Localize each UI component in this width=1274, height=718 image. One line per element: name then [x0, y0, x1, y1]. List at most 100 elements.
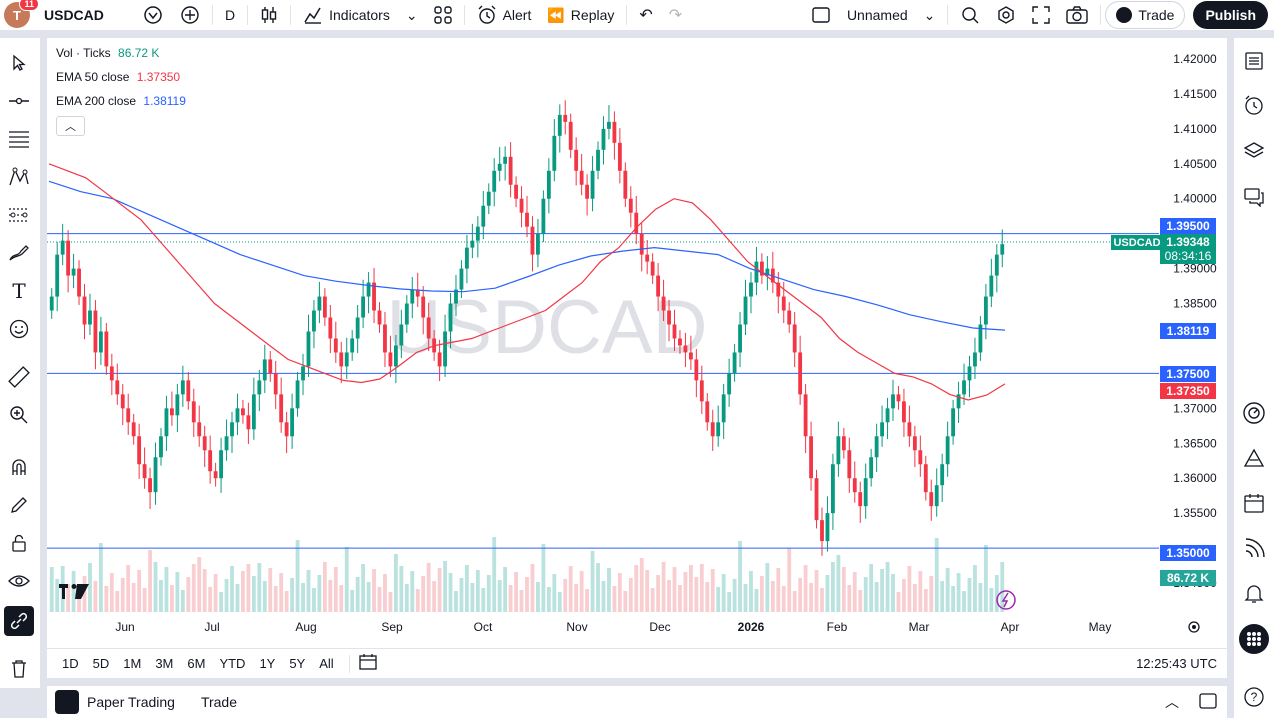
- cursor-arrow-icon[interactable]: [4, 48, 34, 78]
- volume-bar: [546, 587, 551, 612]
- publish-button[interactable]: Publish: [1193, 1, 1268, 29]
- legend-ema200[interactable]: EMA 200 close 1.38119: [56, 94, 186, 108]
- candle-body: [137, 436, 142, 465]
- redo-icon[interactable]: ↷: [668, 7, 683, 24]
- tf-3m[interactable]: 3M: [155, 656, 174, 671]
- brush-icon[interactable]: [4, 238, 34, 268]
- volume-bar: [486, 575, 491, 612]
- volume-bar: [142, 588, 147, 612]
- emoji-smile-icon[interactable]: [4, 314, 34, 344]
- paper-trading-label[interactable]: Paper Trading: [87, 694, 175, 710]
- tf-1y[interactable]: 1Y: [259, 656, 276, 671]
- candle-body: [350, 338, 355, 353]
- ruler-measure-icon[interactable]: [4, 362, 34, 392]
- candle-body: [328, 317, 333, 339]
- speedometer-icon[interactable]: [1239, 398, 1269, 428]
- fullscreen-icon[interactable]: [1024, 0, 1058, 30]
- volume-bar: [530, 564, 535, 612]
- candle-body: [126, 408, 131, 423]
- camera-snapshot-icon[interactable]: [1058, 0, 1096, 30]
- indicators-button[interactable]: Indicators ⌄: [295, 0, 425, 30]
- tf-all[interactable]: All: [319, 656, 334, 671]
- volume-bar: [497, 580, 502, 612]
- candle-body: [164, 408, 169, 437]
- user-avatar[interactable]: T 11: [4, 0, 39, 28]
- layout-button[interactable]: Unnamed ⌄: [803, 0, 943, 30]
- notification-bell-icon[interactable]: [1239, 578, 1269, 608]
- tf-5d[interactable]: 5D: [92, 656, 110, 671]
- apps-grid-icon[interactable]: [1239, 624, 1269, 654]
- volume-bar: [224, 579, 229, 612]
- interval-button[interactable]: D: [225, 7, 236, 23]
- candle-body: [967, 366, 972, 381]
- text-tool-icon[interactable]: T: [12, 279, 26, 303]
- padlock-icon[interactable]: [4, 528, 34, 558]
- broadcast-signal-icon[interactable]: [1239, 534, 1269, 564]
- tf-6m[interactable]: 6M: [187, 656, 206, 671]
- chat-bubbles-icon[interactable]: [1239, 182, 1269, 212]
- ideas-triangle-icon[interactable]: [1239, 443, 1269, 473]
- trend-line-icon[interactable]: [4, 86, 34, 116]
- volume-bar: [115, 591, 120, 612]
- chart-type-candles-icon[interactable]: [252, 0, 286, 30]
- compare-add-icon[interactable]: [172, 0, 208, 30]
- symbol-search[interactable]: USDCAD: [44, 7, 104, 23]
- volume-bar: [705, 582, 710, 612]
- settings-gear-icon[interactable]: [988, 0, 1024, 30]
- tf-1d[interactable]: 1D: [62, 656, 79, 671]
- quick-search-icon[interactable]: [952, 0, 988, 30]
- candle-body: [678, 338, 682, 346]
- volume-bar: [443, 561, 447, 612]
- legend-collapse-button[interactable]: ︿: [56, 116, 85, 136]
- date-range-calendar-icon[interactable]: [358, 653, 378, 674]
- volume-bar: [339, 585, 344, 612]
- volume-bar: [623, 591, 628, 612]
- chart-pane[interactable]: USDCAD 1.42000 1.41500 1.41000 1.40500 1.400…: [47, 38, 1227, 678]
- notification-badge: 11: [19, 0, 39, 11]
- lightning-event-icon[interactable]: [996, 590, 1016, 610]
- candle-body: [191, 401, 196, 423]
- layers-icon[interactable]: [1239, 136, 1269, 166]
- time-tick-label: Jun: [115, 620, 134, 634]
- trade-tab[interactable]: Trade: [200, 694, 238, 710]
- candle-body: [71, 268, 76, 276]
- symbol-info-icon[interactable]: [134, 0, 172, 30]
- axis-settings-gear-icon[interactable]: [1188, 621, 1200, 633]
- watchlist-icon[interactable]: [1239, 46, 1269, 76]
- link-chain-icon[interactable]: [4, 606, 34, 636]
- chart-canvas[interactable]: USDCAD 1.42000 1.41500 1.41000 1.40500 1.400…: [47, 38, 1227, 648]
- pencil-lock-icon[interactable]: [4, 490, 34, 520]
- calendar-icon[interactable]: [1239, 488, 1269, 518]
- alerts-clock-icon[interactable]: [1239, 90, 1269, 120]
- candle-body: [142, 464, 147, 479]
- chevron-up-icon[interactable]: ︿: [1165, 694, 1179, 710]
- help-question-icon[interactable]: ?: [1239, 682, 1269, 712]
- legend-volume[interactable]: Vol · Ticks 86.72 K: [56, 46, 159, 60]
- price-tick-label: 1.36000: [1173, 471, 1217, 485]
- volume-bar: [765, 563, 770, 612]
- fib-retracement-icon[interactable]: [4, 124, 34, 154]
- pattern-xabcd-icon[interactable]: [4, 162, 34, 192]
- candle-body: [235, 408, 240, 423]
- zoom-in-icon[interactable]: [4, 400, 34, 430]
- candle-body: [918, 450, 923, 465]
- trash-icon[interactable]: [4, 654, 34, 684]
- eye-visibility-icon[interactable]: [4, 566, 34, 596]
- magnet-icon[interactable]: [4, 452, 34, 482]
- replay-button[interactable]: ⏪ Replay: [539, 0, 622, 30]
- tf-5y[interactable]: 5Y: [289, 656, 306, 671]
- undo-icon[interactable]: ↶: [639, 7, 653, 24]
- legend-ema50[interactable]: EMA 50 close 1.37350: [56, 70, 180, 84]
- templates-grid-icon[interactable]: [426, 0, 460, 30]
- tf-1m[interactable]: 1M: [123, 656, 142, 671]
- tf-ytd[interactable]: YTD: [219, 656, 246, 671]
- volume-bar: [776, 568, 781, 612]
- utc-clock[interactable]: 12:25:43 UTC: [1136, 656, 1217, 671]
- top-toolbar: T 11 USDCAD D Indicators ⌄ Alert ⏪ Repla…: [0, 0, 1274, 30]
- price-tick-label: 1.38500: [1173, 297, 1217, 311]
- volume-bar: [197, 557, 202, 612]
- maximize-panel-icon[interactable]: [1199, 692, 1217, 712]
- trade-button[interactable]: Trade: [1105, 1, 1186, 29]
- forecast-projection-icon[interactable]: [4, 200, 34, 230]
- alert-button[interactable]: Alert: [469, 0, 540, 30]
